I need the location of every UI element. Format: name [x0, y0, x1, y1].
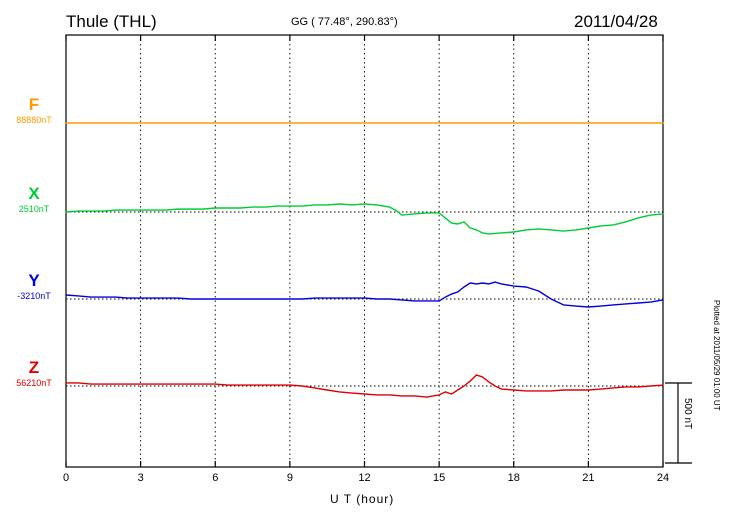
x-tick-label: 24 — [656, 472, 670, 484]
plotted-at-note: Plotted at 2011/05/29 01:00 UT — [712, 300, 721, 411]
component-baseline-f: 88880nT — [16, 115, 52, 125]
component-baseline-x: 2510nT — [18, 204, 50, 214]
x-tick-label: 0 — [62, 472, 70, 484]
x-tick-label: 9 — [286, 472, 293, 484]
component-baseline-z: 56210nT — [16, 378, 52, 388]
station-title: Thule (THL) — [66, 12, 157, 31]
trace-x — [65, 203, 664, 235]
trace-y — [65, 281, 664, 308]
component-name-z: Z — [28, 358, 40, 377]
x-tick-label: 12 — [358, 472, 371, 484]
x-tick-label: 3 — [137, 472, 144, 484]
x-axis-title: U T (hour) — [330, 492, 395, 506]
component-name-x: X — [28, 184, 40, 203]
observation-date: 2011/04/28 — [574, 12, 658, 31]
x-axis-ticks — [65, 35, 664, 467]
component-name-y: Y — [28, 271, 40, 290]
scale-bar — [665, 382, 692, 464]
x-tick-label: 21 — [582, 472, 595, 484]
x-tick-label: 6 — [212, 472, 219, 484]
data-traces — [65, 122, 664, 398]
vertical-gridlines — [140, 35, 589, 467]
component-baseline-y: -3210nT — [17, 291, 51, 301]
x-tick-label: 18 — [507, 472, 520, 484]
x-tick-label: 15 — [433, 472, 446, 484]
component-name-f: F — [28, 95, 40, 114]
trace-z — [65, 374, 664, 398]
geographic-coordinates: GG ( 77.48°, 290.83°) — [291, 16, 398, 28]
scale-bar-label: 500 nT — [682, 398, 693, 430]
